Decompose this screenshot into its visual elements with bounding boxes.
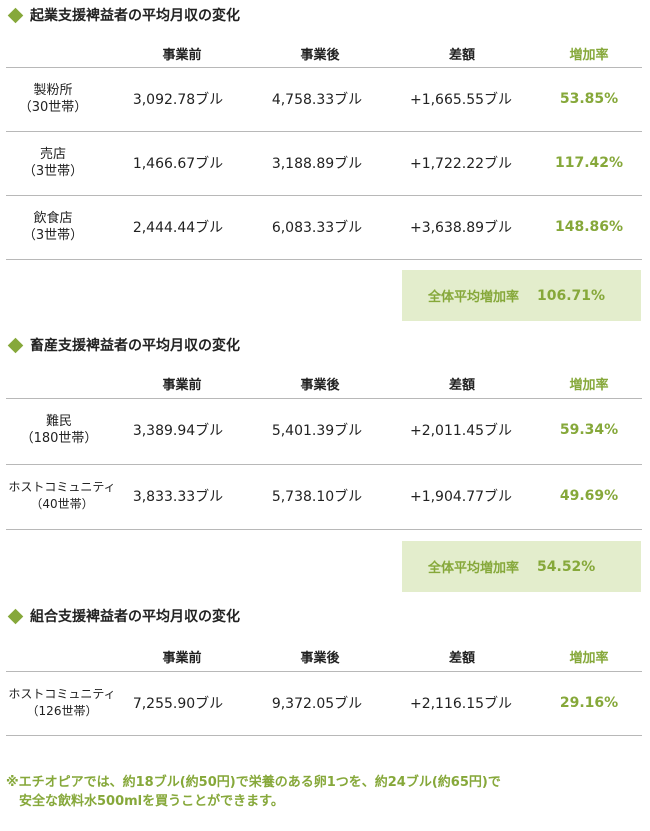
divider <box>6 67 642 68</box>
header-before: 事業前 <box>162 378 202 393</box>
header-diff: 差額 <box>448 48 476 63</box>
summary-label: 全体平均増加率 <box>428 290 520 305</box>
header-diff: 差額 <box>448 651 476 666</box>
table-row: 難民 （180世帯） 3,389.94ブル 5,401.39ブル +2,011.4… <box>0 398 650 462</box>
value-before: 7,255.90ブル <box>132 696 224 712</box>
header-before: 事業前 <box>162 48 202 63</box>
divider <box>6 529 642 530</box>
header-diff: 差額 <box>448 378 476 393</box>
value-after: 3,188.89ブル <box>271 156 363 172</box>
table-row: 製粉所 （30世帯） 3,092.78ブル 4,758.33ブル +1,665.5… <box>0 67 650 131</box>
summary-box: 全体平均増加率 106.71% <box>402 270 641 321</box>
footnote-line: ※エチオピアでは、約18ブル(約50円)で栄養のある卵1つを、約24ブル(約65… <box>6 775 501 790</box>
value-diff: +3,638.89ブル <box>409 220 513 236</box>
value-diff: +1,904.77ブル <box>409 489 513 505</box>
value-rate: 59.34% <box>559 422 619 438</box>
section-title: 起業支援裨益者の平均月収の変化 <box>6 4 240 26</box>
divider <box>6 398 642 399</box>
value-after: 5,738.10ブル <box>271 489 363 505</box>
row-label: 飲食店 （3世帯） <box>22 211 84 243</box>
diamond-bullet-icon <box>7 608 24 624</box>
table-row: ホストコミュニティ （126世帯） 7,255.90ブル 9,372.05ブル +… <box>0 671 650 735</box>
header-after: 事業後 <box>300 48 340 63</box>
table-row: ホストコミュニティ （40世帯） 3,833.33ブル 5,738.10ブル +1… <box>0 464 650 528</box>
section-title-text: 畜産支援裨益者の平均月収の変化 <box>30 338 240 354</box>
header-rate: 増加率 <box>569 48 609 63</box>
table-row: 売店 （3世帯） 1,466.67ブル 3,188.89ブル +1,722.22ブ… <box>0 131 650 195</box>
summary-value: 54.52% <box>537 558 596 575</box>
diamond-bullet-icon <box>7 7 24 23</box>
row-label: ホストコミュニティ （126世帯） <box>8 687 116 718</box>
summary-value: 106.71% <box>537 287 606 304</box>
value-after: 6,083.33ブル <box>271 220 363 236</box>
summary-box: 全体平均増加率 54.52% <box>402 541 641 592</box>
section-title: 組合支援裨益者の平均月収の変化 <box>6 605 240 627</box>
table-row: 飲食店 （3世帯） 2,444.44ブル 6,083.33ブル +3,638.89… <box>0 195 650 259</box>
value-before: 2,444.44ブル <box>132 220 224 236</box>
section-title-text: 起業支援裨益者の平均月収の変化 <box>30 8 240 24</box>
header-after: 事業後 <box>300 378 340 393</box>
value-rate: 117.42% <box>554 155 624 171</box>
value-after: 5,401.39ブル <box>271 423 363 439</box>
row-label: 難民 （180世帯） <box>20 414 98 446</box>
value-diff: +1,722.22ブル <box>409 156 513 172</box>
value-rate: 29.16% <box>559 695 619 711</box>
header-rate: 増加率 <box>569 378 609 393</box>
value-before: 1,466.67ブル <box>132 156 224 172</box>
divider <box>6 671 642 672</box>
row-label: 売店 （3世帯） <box>22 147 84 179</box>
value-before: 3,092.78ブル <box>132 92 224 108</box>
row-label: 製粉所 （30世帯） <box>18 83 88 115</box>
divider <box>6 131 642 132</box>
value-diff: +1,665.55ブル <box>409 92 513 108</box>
section-title: 畜産支援裨益者の平均月収の変化 <box>6 334 240 356</box>
footnote: ※エチオピアでは、約18ブル(約50円)で栄養のある卵1つを、約24ブル(約65… <box>6 773 501 811</box>
row-label: ホストコミュニティ （40世帯） <box>8 480 116 511</box>
value-before: 3,833.33ブル <box>132 489 224 505</box>
value-rate: 53.85% <box>559 91 619 107</box>
value-rate: 49.69% <box>559 488 619 504</box>
value-diff: +2,011.45ブル <box>409 423 513 439</box>
section-title-text: 組合支援裨益者の平均月収の変化 <box>30 609 240 625</box>
divider <box>6 195 642 196</box>
header-after: 事業後 <box>300 651 340 666</box>
diamond-bullet-icon <box>7 337 24 353</box>
value-after: 9,372.05ブル <box>271 696 363 712</box>
divider <box>6 464 642 465</box>
value-before: 3,389.94ブル <box>132 423 224 439</box>
footnote-line: 安全な飲料水500mlを買うことができます。 <box>6 794 284 809</box>
value-after: 4,758.33ブル <box>271 92 363 108</box>
divider <box>6 735 642 736</box>
divider <box>6 259 642 260</box>
header-rate: 増加率 <box>569 651 609 666</box>
value-rate: 148.86% <box>554 219 624 235</box>
summary-label: 全体平均増加率 <box>428 561 520 576</box>
value-diff: +2,116.15ブル <box>409 696 513 712</box>
header-before: 事業前 <box>162 651 202 666</box>
